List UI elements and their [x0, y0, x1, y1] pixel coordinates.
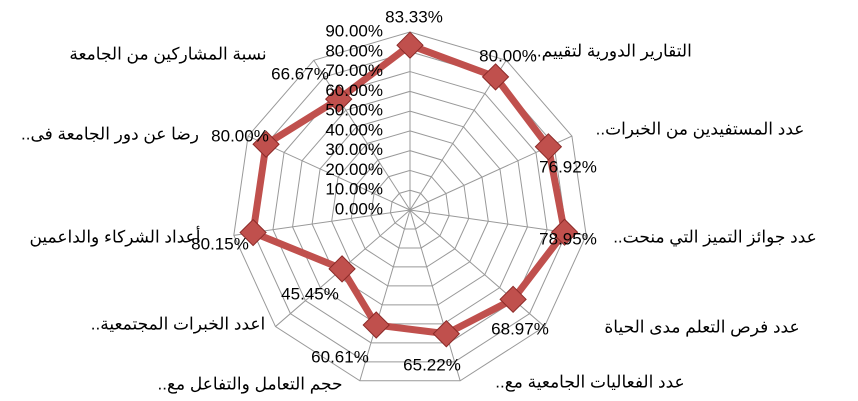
spoke	[359, 209, 411, 381]
category-label: ..عدد المستفيدين من الخبرات	[596, 119, 805, 139]
spoke	[313, 59, 411, 211]
marker	[328, 255, 356, 283]
tick-label: 40.00%	[325, 120, 383, 139]
data-label: 66.67%	[271, 64, 329, 83]
spoke	[409, 209, 545, 327]
grid-line	[233, 31, 587, 382]
grid-line	[370, 169, 450, 249]
marker	[396, 31, 424, 59]
tick-label: 60.00%	[325, 81, 383, 100]
data-label: 80.15%	[191, 234, 249, 253]
data-label: 78.95%	[539, 229, 597, 248]
grid-line	[292, 90, 528, 325]
spoke	[409, 209, 461, 381]
marker	[239, 218, 267, 247]
marker	[432, 320, 461, 348]
grid-line	[389, 189, 431, 230]
grid-line	[331, 130, 489, 287]
data-label: 80.00%	[211, 126, 269, 145]
category-label: ..حجم التعامل والتفاعل مع	[157, 374, 342, 394]
tick-label: 30.00%	[325, 140, 383, 159]
tick-label: 50.00%	[325, 101, 383, 120]
category-label: ..التقارير الدورية لتقييم	[532, 41, 692, 61]
data-label: 68.97%	[491, 319, 549, 338]
marker	[550, 218, 579, 246]
grid-line	[252, 51, 568, 363]
category-label: ..رضا عن دور الجامعة فى	[21, 124, 199, 144]
data-label: 80.00%	[479, 46, 537, 65]
tick-label: 0.00%	[335, 199, 383, 218]
marker	[499, 285, 527, 314]
category-label: ..اعدد الخبرات المجتمعية	[91, 314, 265, 334]
grid-line	[272, 71, 548, 344]
data-line	[249, 41, 569, 338]
data-label: 45.45%	[281, 284, 339, 303]
category-label: نسبة المشاركين من الجامعة	[69, 44, 266, 64]
grid-line	[350, 150, 470, 268]
grid-line	[311, 110, 509, 306]
data-label: 60.61%	[311, 347, 369, 366]
category-label: ..عدد الفعاليات الجامعية مع	[495, 372, 684, 392]
tick-label: 70.00%	[325, 61, 383, 80]
tick-label: 80.00%	[325, 41, 383, 60]
tick-label: 20.00%	[325, 160, 383, 179]
category-label: أعداد الشركاء والداعمين	[29, 225, 200, 247]
marker	[362, 311, 390, 339]
category-label: ..عدد جوائز التميز التي منحت	[613, 227, 817, 247]
tick-label: 90.00%	[325, 21, 383, 40]
marker	[481, 63, 510, 91]
marker	[252, 130, 280, 158]
data-label: 65.22%	[403, 355, 461, 374]
marker	[534, 133, 563, 161]
data-label: 83.33%	[385, 7, 443, 26]
category-label: عدد فرص التعلم مدى الحياة	[604, 317, 799, 337]
marker	[325, 85, 353, 113]
tick-label: 10.00%	[325, 180, 383, 199]
data-label: 76.92%	[539, 157, 597, 176]
